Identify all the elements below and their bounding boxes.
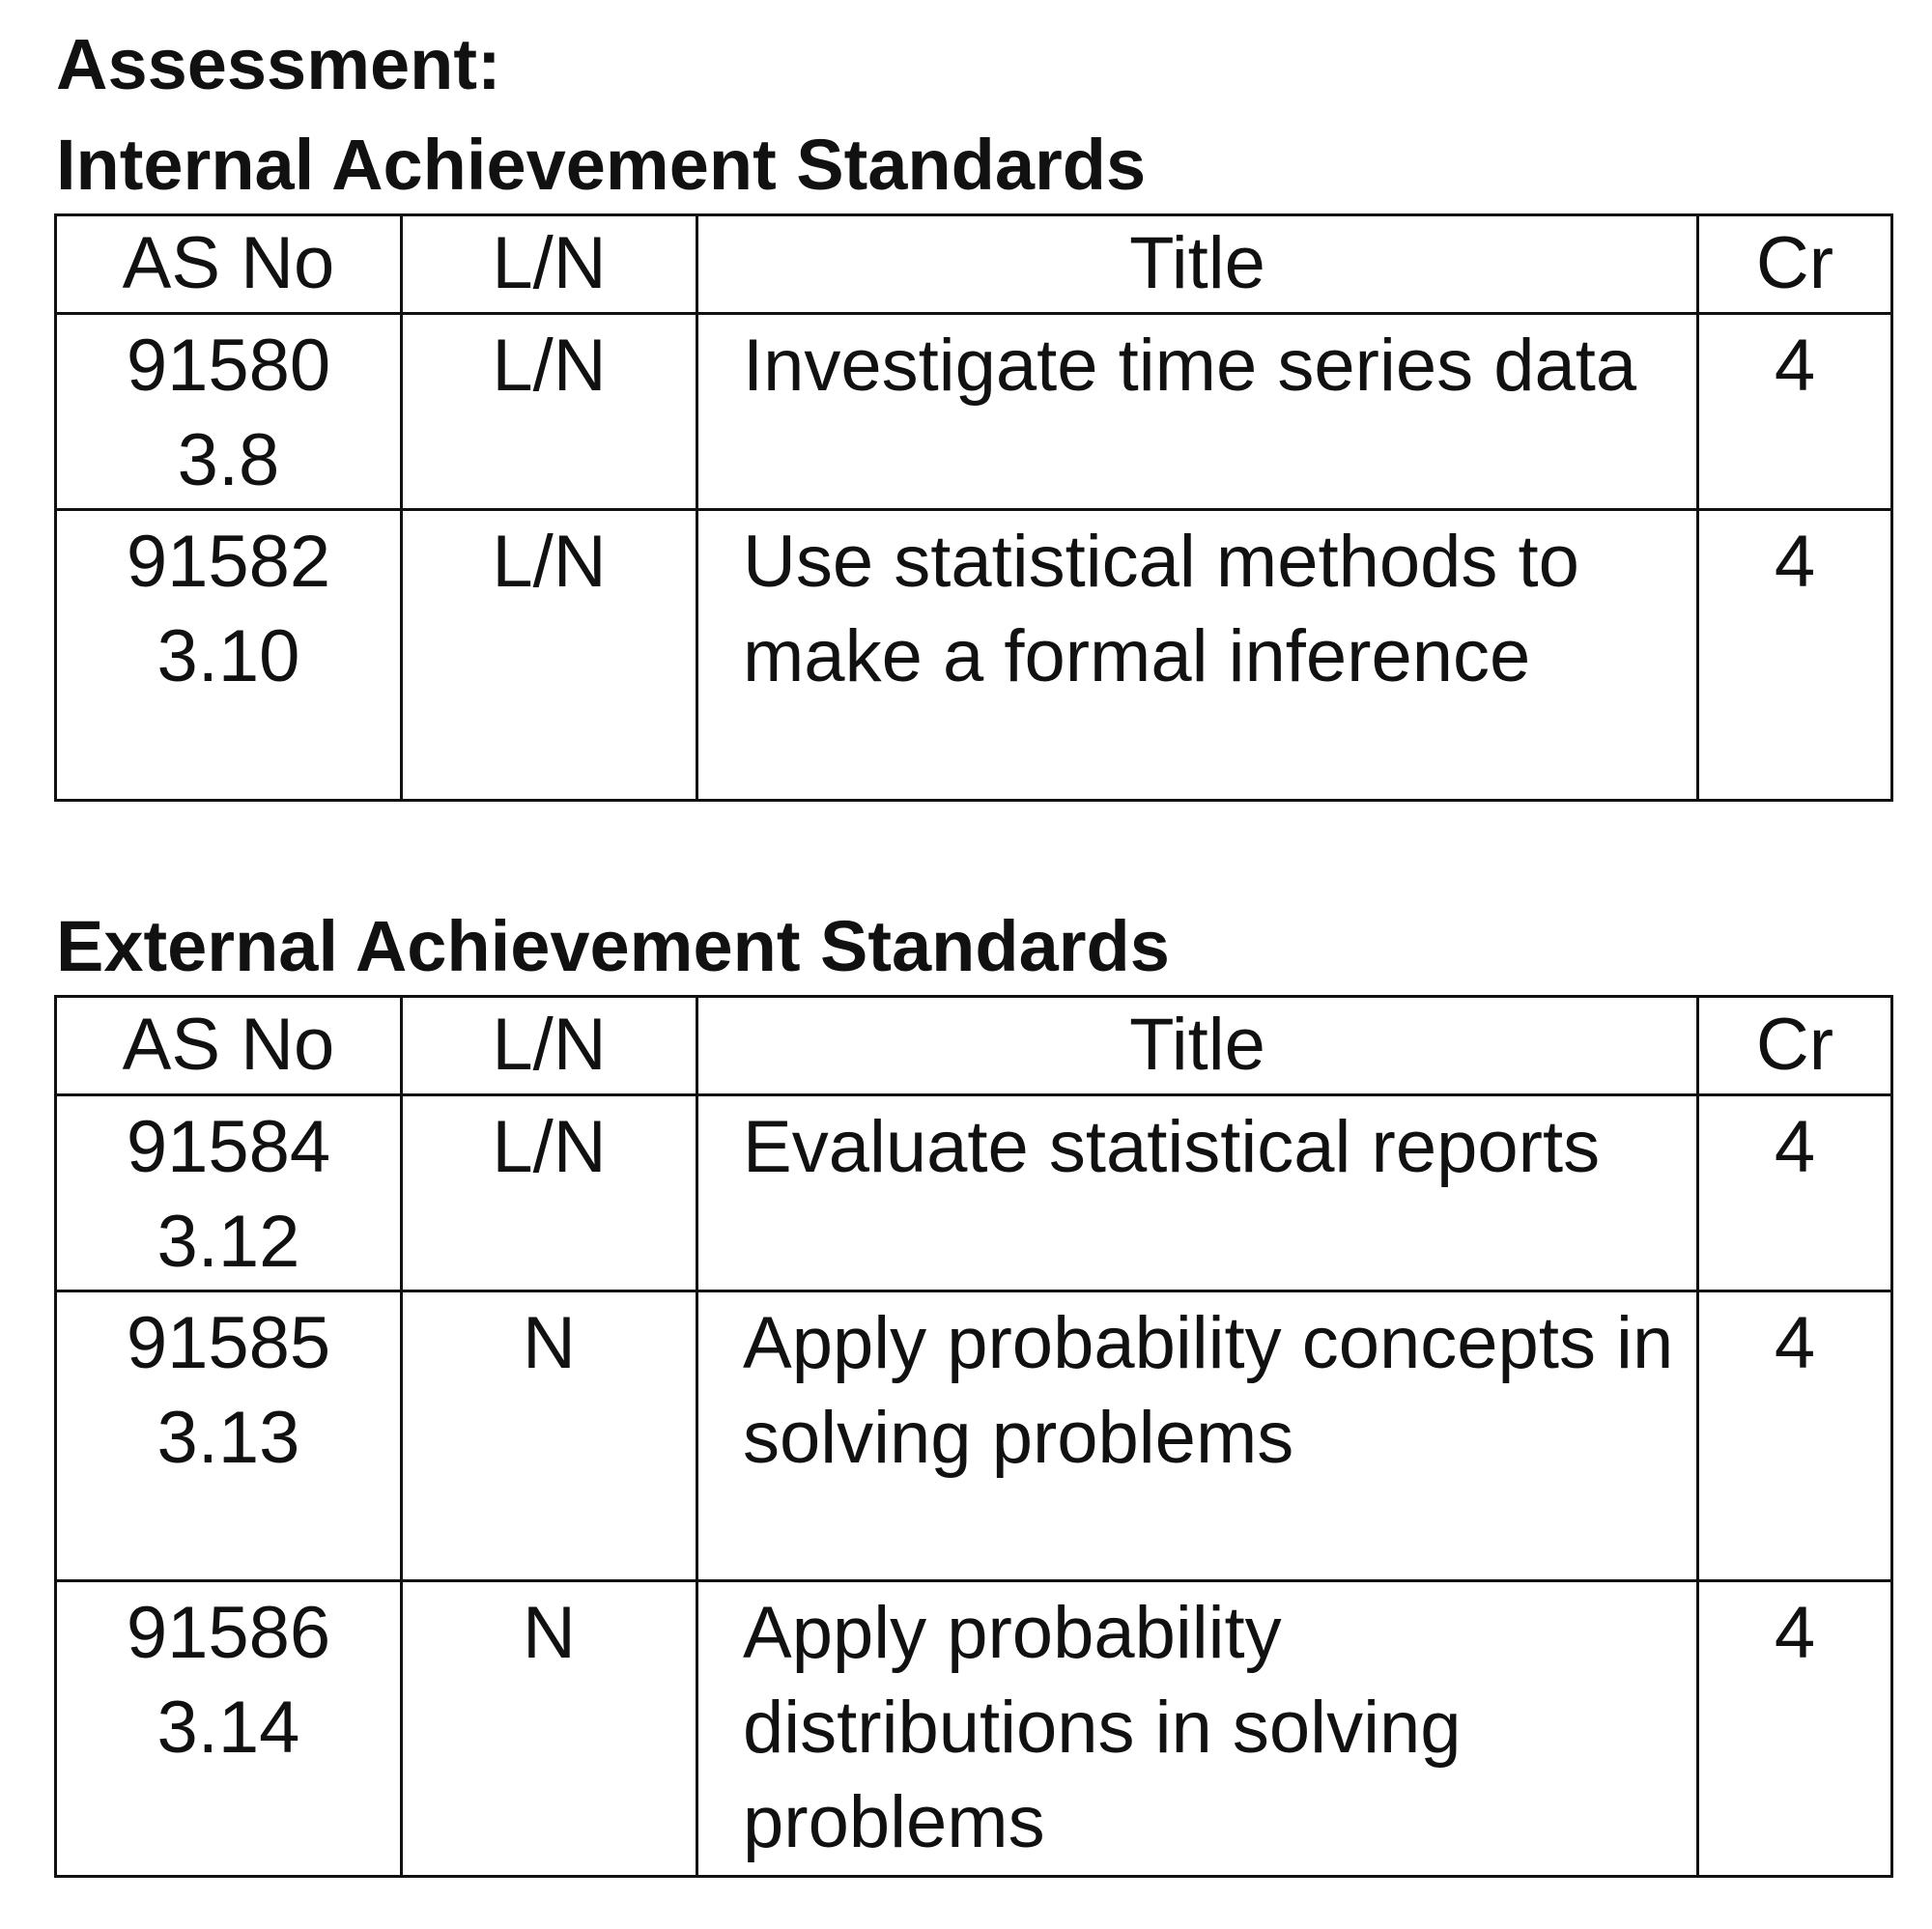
column-header-as-no: AS No <box>54 213 403 315</box>
as-reference: 3.13 <box>156 1397 300 1479</box>
as-reference: 3.10 <box>156 615 300 697</box>
credits-cell: 4 <box>1696 1093 1893 1292</box>
as-reference: 3.12 <box>156 1201 300 1283</box>
as-no-cell: 91585 3.13 <box>54 1290 403 1582</box>
as-no-cell: 91582 3.10 <box>54 508 403 802</box>
as-number: 91580 <box>126 325 331 407</box>
table-row: 91586 3.14 N Apply probability distributi… <box>54 1579 1893 1878</box>
column-header-ln: L/N <box>400 995 698 1096</box>
internal-standards-table: AS No L/N Title Cr 91580 3.8 L/N Investig… <box>54 213 1893 802</box>
ln-cell: N <box>400 1290 698 1582</box>
as-no-cell: 91580 3.8 <box>54 312 403 511</box>
assessment-heading: Assessment: <box>56 24 501 104</box>
column-header-title: Title <box>696 213 1699 315</box>
as-no-cell: 91586 3.14 <box>54 1579 403 1878</box>
credits-cell: 4 <box>1696 1290 1893 1582</box>
credits-cell: 4 <box>1696 312 1893 511</box>
as-reference: 3.8 <box>177 419 280 501</box>
column-header-title: Title <box>696 995 1699 1096</box>
column-header-as-no: AS No <box>54 995 403 1096</box>
as-number: 91586 <box>126 1592 331 1674</box>
external-standards-heading: External Achievement Standards <box>56 906 1170 986</box>
table-header-row: AS No L/N Title Cr <box>54 995 1893 1096</box>
title-cell: Investigate time series data <box>696 312 1699 511</box>
as-number: 91582 <box>126 521 331 603</box>
external-standards-table: AS No L/N Title Cr 91584 3.12 L/N Evaluat… <box>54 995 1893 1878</box>
ln-cell: N <box>400 1579 698 1878</box>
title-cell: Evaluate statistical reports <box>696 1093 1699 1292</box>
internal-standards-heading: Internal Achievement Standards <box>56 125 1147 205</box>
as-no-cell: 91584 3.12 <box>54 1093 403 1292</box>
ln-cell: L/N <box>400 1093 698 1292</box>
table-row: 91584 3.12 L/N Evaluate statistical repor… <box>54 1093 1893 1292</box>
as-number: 91585 <box>126 1302 331 1384</box>
table-row: 91585 3.13 N Apply probability concepts i… <box>54 1290 1893 1582</box>
column-header-cr: Cr <box>1696 213 1893 315</box>
ln-cell: L/N <box>400 312 698 511</box>
credits-cell: 4 <box>1696 508 1893 802</box>
as-number: 91584 <box>126 1106 331 1188</box>
title-cell: Apply probability distributions in solvi… <box>696 1579 1699 1878</box>
title-cell: Apply probability concepts in solving pr… <box>696 1290 1699 1582</box>
column-header-cr: Cr <box>1696 995 1893 1096</box>
column-header-ln: L/N <box>400 213 698 315</box>
table-header-row: AS No L/N Title Cr <box>54 213 1893 315</box>
credits-cell: 4 <box>1696 1579 1893 1878</box>
table-row: 91582 3.10 L/N Use statistical methods to… <box>54 508 1893 802</box>
title-cell: Use statistical methods to make a formal… <box>696 508 1699 802</box>
as-reference: 3.14 <box>156 1687 300 1769</box>
ln-cell: L/N <box>400 508 698 802</box>
table-row: 91580 3.8 L/N Investigate time series dat… <box>54 312 1893 511</box>
